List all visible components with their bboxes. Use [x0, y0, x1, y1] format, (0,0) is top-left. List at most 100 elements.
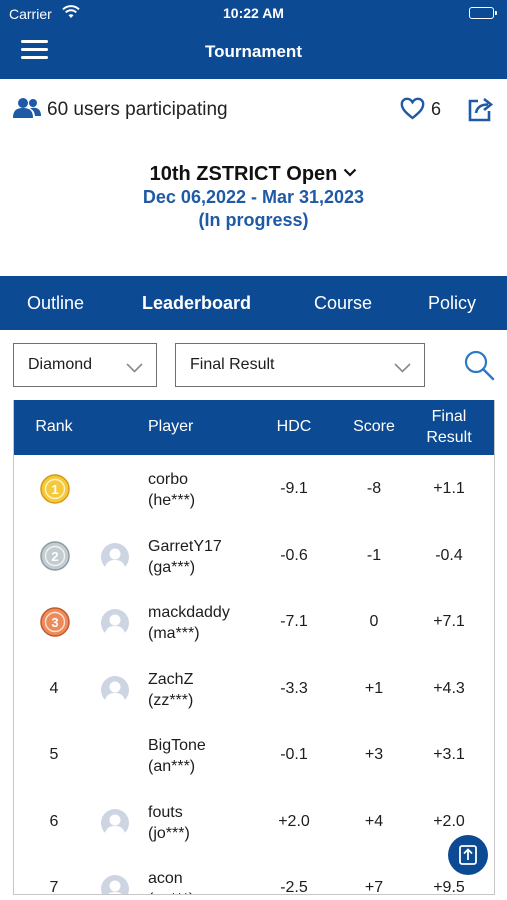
upload-arrow-icon — [459, 845, 477, 865]
avatar-icon — [100, 874, 130, 894]
navigation-bar: Carrier 10:22 AM Tournament — [0, 0, 507, 79]
svg-text:2: 2 — [51, 549, 58, 564]
tab-bar: Outline Leaderboard Course Policy — [0, 276, 507, 330]
rank-value: 5 — [49, 746, 59, 763]
rank-value: 7 — [49, 879, 59, 895]
tournament-info-row: 60 users participating 6 — [0, 92, 507, 128]
header-player: Player — [148, 418, 194, 435]
player-id: (he***) — [148, 492, 196, 509]
final-value: -0.4 — [435, 546, 463, 564]
tab-leaderboard[interactable]: Leaderboard — [142, 293, 252, 313]
player-id: (jo***) — [148, 824, 190, 842]
hdc-value: -2.5 — [280, 879, 308, 895]
final-value: +9.5 — [433, 879, 465, 895]
like-count: 6 — [431, 99, 442, 119]
chevron-down-icon — [394, 360, 411, 378]
player-cell: mackdaddy (ma***) — [148, 602, 230, 644]
chevron-down-icon — [343, 160, 357, 183]
result-type-value: Final Result — [190, 356, 275, 373]
player-id: (ac***) — [148, 889, 194, 894]
result-type-select[interactable]: Final Result — [175, 343, 425, 387]
tournament-status: (In progress) — [198, 210, 309, 230]
score-value: -8 — [366, 480, 382, 497]
header-score: Score — [353, 418, 395, 435]
table-row[interactable]: 5 BigTone (an***) -0.1 +3 +3.1 — [14, 723, 494, 789]
avatar-icon — [100, 675, 130, 705]
player-cell: ZachZ (zz***) — [148, 669, 193, 711]
header-final: Final — [431, 408, 467, 425]
table-row[interactable]: 4 ZachZ (zz***) -3.3 +1 +4.3 — [14, 657, 494, 723]
player-cell: fouts (jo***) — [148, 802, 190, 844]
table-row[interactable]: 6 fouts (jo***) +2.0 +4 +2.0 — [14, 790, 494, 856]
hdc-value: +2.0 — [278, 812, 310, 830]
tournament-name: 10th ZSTRICT Open — [149, 163, 338, 185]
player-cell: BigTone (an***) — [148, 735, 206, 777]
final-value: +4.3 — [433, 679, 465, 697]
player-cell: acon (ac***) — [148, 868, 194, 894]
final-value: +1.1 — [433, 480, 465, 497]
bronze-medal-icon: 3 — [40, 607, 70, 637]
table-header: Rank Player HDC Score Final Result — [14, 400, 494, 455]
gold-medal-icon: 1 — [40, 474, 70, 504]
leaderboard-table: Rank Player HDC Score Final Result 1 corb… — [13, 400, 495, 895]
player-cell: corbo (he***) — [148, 469, 195, 511]
users-icon — [13, 97, 41, 124]
score-value: +7 — [364, 879, 384, 895]
svg-text:1: 1 — [51, 482, 58, 497]
player-id: (ma***) — [148, 625, 200, 642]
heart-icon[interactable] — [400, 97, 425, 125]
tab-outline[interactable]: Outline — [27, 293, 85, 313]
tab-policy[interactable]: Policy — [428, 293, 477, 313]
score-value: +3 — [364, 746, 384, 763]
rank-value: 6 — [49, 812, 59, 830]
score-value: -1 — [366, 546, 382, 564]
player-id: (zz***) — [148, 691, 194, 709]
score-value: +1 — [364, 679, 384, 697]
table-row[interactable]: 1 corbo (he***) -9.1 -8 +1.1 — [14, 457, 494, 523]
player-name: GarretY17 — [148, 537, 222, 555]
chevron-down-icon — [126, 360, 143, 378]
hdc-value: -9.1 — [280, 480, 308, 497]
final-value: +2.0 — [433, 812, 465, 830]
division-select[interactable]: Diamond — [13, 343, 157, 387]
search-icon[interactable] — [463, 349, 495, 386]
table-row[interactable]: 7 acon (ac***) -2.5 +7 +9.5 — [14, 856, 494, 895]
battery-icon — [469, 7, 497, 19]
header-result: Result — [426, 429, 472, 446]
player-name: ZachZ — [148, 670, 194, 688]
page-title: Tournament — [205, 42, 302, 61]
final-value: +7.1 — [433, 613, 465, 630]
player-cell: GarretY17 (ga***) — [148, 536, 222, 578]
tournament-selector[interactable]: 10th ZSTRICT Open — [0, 160, 507, 186]
player-name: fouts — [148, 803, 183, 821]
player-name: acon — [148, 870, 183, 887]
status-bar: Carrier 10:22 AM — [0, 0, 507, 28]
player-name: mackdaddy — [148, 604, 230, 621]
avatar-icon — [100, 608, 130, 638]
hdc-value: -0.6 — [280, 546, 308, 564]
menu-button[interactable] — [21, 40, 48, 60]
hdc-value: -7.1 — [280, 613, 308, 630]
scroll-to-top-button[interactable] — [448, 835, 488, 875]
player-name: BigTone — [148, 737, 206, 754]
participants-count: 60 users participating — [47, 99, 228, 120]
final-value: +3.1 — [433, 746, 465, 763]
carrier-label: Carrier — [9, 6, 52, 22]
silver-medal-icon: 2 — [40, 540, 70, 571]
tournament-dates: Dec 06,2022 - Mar 31,2023 — [142, 187, 365, 207]
table-row[interactable]: 3 mackdaddy (ma***) -7.1 0 +7.1 — [14, 590, 494, 656]
division-value: Diamond — [28, 356, 93, 373]
table-row[interactable]: 2 GarretY17 (ga***) -0.6 -1 -0.4 — [14, 524, 494, 590]
tab-course[interactable]: Course — [314, 293, 373, 313]
player-id: (ga***) — [148, 558, 196, 576]
header-rank: Rank — [35, 418, 73, 435]
avatar-icon — [100, 808, 130, 838]
hdc-value: -0.1 — [280, 746, 308, 763]
rank-value: 4 — [49, 679, 59, 697]
status-time: 10:22 AM — [223, 5, 284, 21]
header-hdc: HDC — [276, 418, 312, 435]
avatar-icon — [100, 542, 130, 572]
share-icon[interactable] — [467, 96, 494, 127]
player-id: (an***) — [148, 758, 196, 775]
svg-text:3: 3 — [51, 615, 58, 630]
